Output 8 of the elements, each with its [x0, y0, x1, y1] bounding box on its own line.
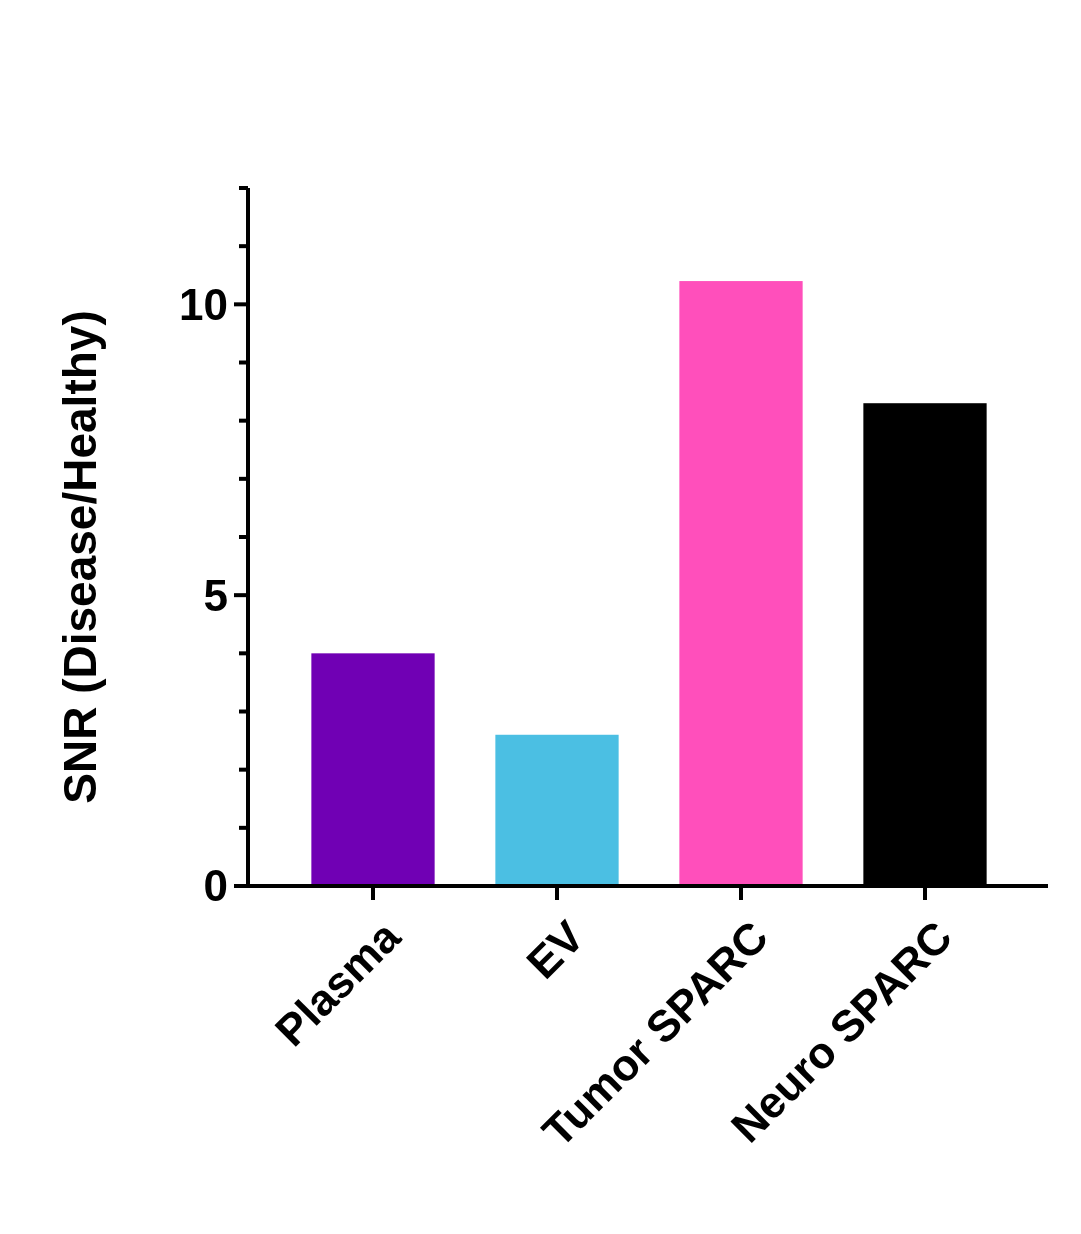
bar — [679, 281, 803, 886]
bar — [311, 653, 435, 886]
y-axis-title: SNR (Disease/Healthy) — [54, 310, 106, 804]
y-tick-label: 5 — [203, 570, 228, 620]
y-tick-label: 10 — [179, 279, 228, 329]
y-tick-label: 0 — [203, 861, 228, 911]
bar — [495, 734, 619, 886]
x-tick-label: EV — [516, 911, 594, 988]
